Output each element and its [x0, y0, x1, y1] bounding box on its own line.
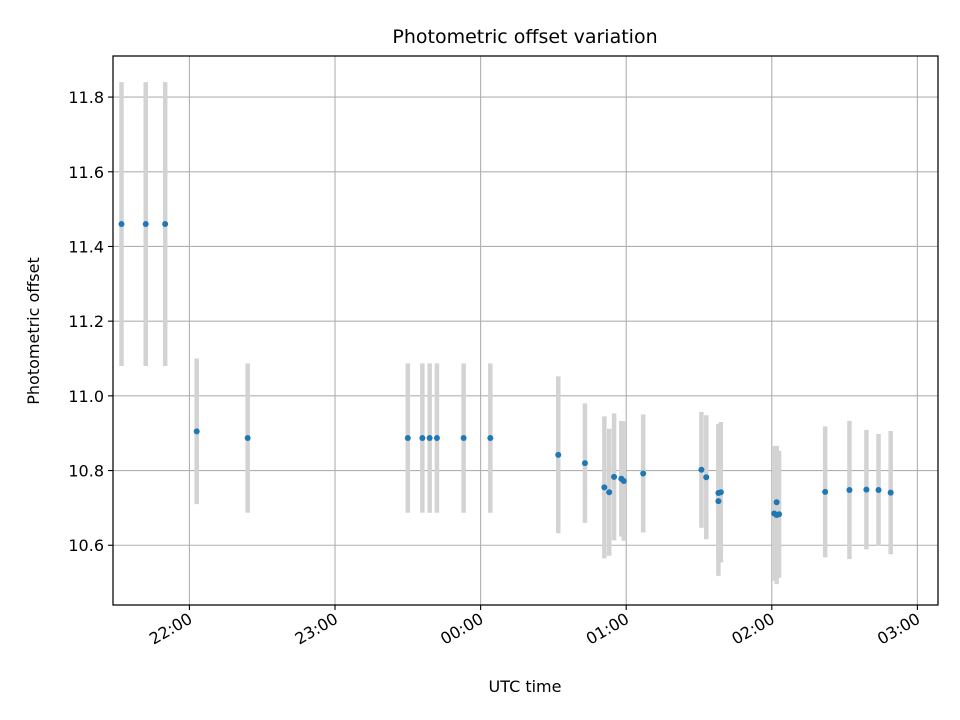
data-point — [419, 435, 426, 442]
data-point — [404, 435, 411, 442]
data-point — [773, 499, 780, 506]
data-point — [244, 435, 251, 442]
data-point — [640, 470, 647, 477]
data-point — [433, 435, 440, 442]
data-point — [581, 460, 588, 467]
data-point — [555, 451, 562, 458]
data-point — [776, 511, 783, 518]
data-point — [822, 488, 829, 495]
y-tick-label: 11.4 — [68, 237, 104, 256]
data-point — [426, 435, 433, 442]
data-point — [863, 486, 870, 493]
data-point — [703, 474, 710, 481]
y-tick-label: 11.6 — [68, 163, 104, 182]
data-point — [118, 221, 125, 228]
data-point — [698, 466, 705, 473]
data-point — [193, 428, 200, 435]
data-point — [487, 435, 494, 442]
y-tick-label: 10.6 — [68, 536, 104, 555]
x-axis-label: UTC time — [489, 677, 562, 696]
data-point — [875, 486, 882, 493]
y-axis: 10.6 10.8 11.0 11.2 11.4 11.6 11.8 — [68, 88, 113, 555]
chart-title: Photometric offset variation — [392, 26, 657, 48]
data-point — [606, 489, 613, 496]
y-tick-label: 11.2 — [68, 312, 104, 331]
data-point — [846, 486, 853, 493]
data-point — [717, 489, 724, 496]
grid — [113, 56, 938, 605]
data-point — [162, 221, 169, 228]
plot-frame — [112, 55, 939, 606]
y-tick-label: 11.0 — [68, 387, 104, 406]
data-points — [118, 221, 894, 518]
y-tick-label: 10.8 — [68, 462, 104, 481]
data-point — [620, 478, 627, 485]
y-tick-label: 11.8 — [68, 88, 104, 107]
data-point — [887, 489, 894, 496]
data-point — [142, 221, 149, 228]
data-point — [715, 498, 722, 505]
data-point — [460, 435, 467, 442]
data-point — [601, 484, 608, 491]
data-point — [611, 473, 618, 480]
y-axis-label: Photometric offset — [24, 257, 43, 405]
